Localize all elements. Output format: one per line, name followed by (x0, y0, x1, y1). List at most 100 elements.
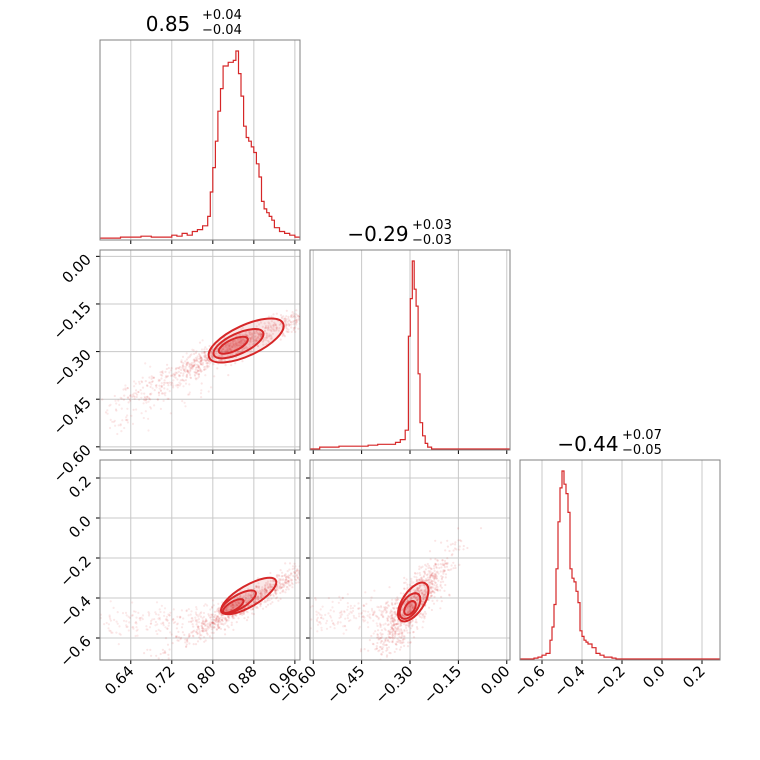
sample-point (226, 349, 229, 352)
sample-point (401, 633, 404, 636)
sample-point (290, 581, 293, 585)
sample-point (394, 626, 397, 629)
sample-point (387, 635, 390, 638)
sample-point (423, 594, 426, 597)
sample-point (226, 349, 229, 352)
sample-point (180, 361, 183, 364)
sample-point (265, 591, 268, 594)
sample-point (306, 303, 308, 305)
sample-point (197, 369, 200, 372)
sample-point (240, 342, 243, 345)
sample-point (168, 614, 171, 617)
sample-point (241, 339, 244, 342)
sample-point (420, 579, 423, 582)
sample-point (212, 626, 215, 629)
sample-point (231, 606, 235, 609)
sample-point (201, 359, 204, 362)
sample-point (203, 624, 207, 627)
sample-point (218, 355, 221, 358)
sample-point (108, 629, 111, 632)
scatter-points (101, 300, 321, 436)
sample-point (134, 382, 137, 385)
sample-point (425, 587, 428, 590)
sample-point (285, 318, 288, 321)
sample-point (405, 607, 408, 610)
sample-point (377, 636, 380, 639)
sample-point (194, 643, 198, 646)
sample-point (287, 574, 290, 577)
sample-point (396, 602, 399, 605)
sample-point (442, 563, 445, 567)
sample-point (270, 597, 273, 600)
sample-point (269, 571, 272, 575)
sample-point (386, 639, 389, 643)
sample-point (201, 363, 204, 366)
sample-point (212, 623, 215, 626)
sample-point (220, 618, 223, 621)
sample-point (396, 627, 399, 631)
sample-point (398, 633, 401, 636)
sample-point (268, 599, 271, 602)
sample-point (280, 316, 283, 319)
sample-point (180, 626, 184, 629)
sample-point (329, 562, 331, 564)
sample-point (364, 619, 367, 622)
sample-point (418, 614, 421, 617)
sample-point (255, 585, 258, 588)
sample-point (409, 602, 412, 605)
sample-point (295, 574, 298, 577)
sample-point (218, 609, 221, 612)
sample-point (434, 563, 437, 566)
sample-point (156, 398, 159, 401)
sample-point (252, 613, 255, 616)
sample-point (270, 583, 273, 586)
sample-point (428, 583, 431, 586)
sample-point (306, 575, 308, 577)
sample-point (319, 300, 321, 302)
sample-point (191, 366, 194, 369)
sample-point (422, 597, 426, 600)
sample-point (115, 631, 118, 634)
sample-point (174, 621, 177, 624)
sample-point (292, 319, 295, 323)
sample-point (418, 568, 421, 571)
sample-point (393, 623, 396, 626)
sample-point (303, 321, 305, 323)
sample-point (454, 566, 457, 570)
sample-point (407, 609, 410, 612)
sample-point (201, 622, 205, 626)
sample-point (145, 625, 148, 628)
sample-point (254, 338, 257, 341)
hist-title-plus: +0.03 (412, 218, 452, 233)
sample-point (179, 616, 182, 619)
sample-point (407, 610, 410, 613)
sample-point (261, 340, 264, 343)
sample-point (408, 604, 411, 608)
sample-point (150, 622, 153, 625)
sample-point (129, 394, 132, 398)
sample-point (395, 643, 398, 646)
sample-point (408, 611, 411, 614)
sample-point (409, 621, 412, 624)
sample-point (145, 401, 148, 404)
sample-point (254, 335, 257, 338)
sample-point (268, 584, 271, 587)
sample-point (379, 605, 383, 608)
sample-point (288, 324, 291, 327)
sample-point (255, 337, 258, 340)
sample-point (191, 623, 194, 626)
sample-point (414, 620, 417, 624)
sample-point (325, 627, 329, 630)
sample-point (380, 640, 383, 643)
sample-point (203, 355, 206, 359)
sample-point (397, 641, 400, 644)
sample-point (451, 553, 454, 556)
sample-point (244, 598, 247, 602)
sample-point (323, 570, 325, 572)
sample-point (158, 384, 161, 387)
sample-point (385, 647, 389, 650)
sample-point (403, 614, 406, 617)
tick-label-y: −0.2 (56, 552, 94, 590)
sample-point (423, 594, 426, 597)
